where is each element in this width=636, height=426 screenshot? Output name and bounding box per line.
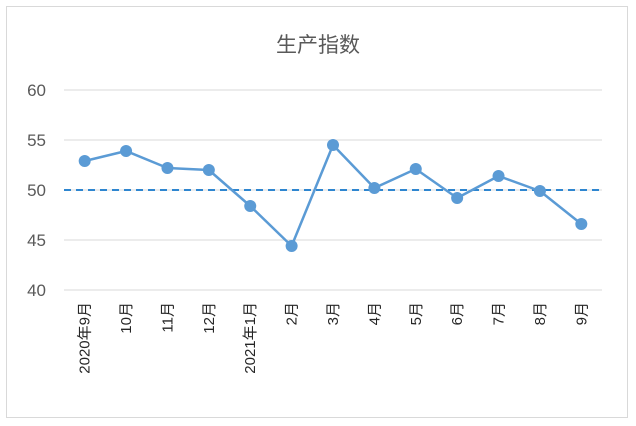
x-tick-label: 11月 xyxy=(159,302,176,333)
data-point xyxy=(492,170,505,182)
y-tick-label: 40 xyxy=(27,281,46,300)
data-point xyxy=(533,185,546,197)
y-tick-label: 60 xyxy=(27,81,46,100)
x-tick-label: 9月 xyxy=(573,302,590,325)
y-tick-label: 50 xyxy=(27,181,46,200)
y-axis-ticks: 40 45 50 55 60 xyxy=(27,81,46,300)
data-point xyxy=(409,163,422,175)
data-point xyxy=(244,200,257,212)
y-tick-label: 55 xyxy=(27,131,46,150)
x-tick-label: 2月 xyxy=(284,302,301,325)
x-tick-label: 2020年9月 xyxy=(77,302,94,374)
x-tick-label: 10月 xyxy=(118,302,135,334)
data-point xyxy=(575,218,588,230)
data-point xyxy=(120,145,133,157)
data-point xyxy=(161,162,174,174)
data-point xyxy=(285,240,298,252)
x-tick-label: 4月 xyxy=(366,302,383,325)
x-tick-label: 3月 xyxy=(325,302,342,325)
series-line xyxy=(84,143,583,248)
x-axis-ticks: 2020年9月 10月 11月 12月 2021年1月 2月 3月 4月 5月 6月 7月 8月 9月 xyxy=(77,302,591,374)
x-tick-label: 5月 xyxy=(408,302,425,325)
x-tick-label: 7月 xyxy=(491,302,508,325)
data-point xyxy=(202,164,215,176)
data-point xyxy=(451,192,464,204)
x-tick-label: 2021年1月 xyxy=(242,302,259,374)
x-tick-label: 12月 xyxy=(201,302,218,334)
y-tick-label: 45 xyxy=(27,231,46,250)
data-point xyxy=(368,182,381,194)
series-group xyxy=(78,139,588,252)
chart-frame xyxy=(6,6,628,418)
data-point xyxy=(327,139,339,151)
x-tick-label: 6月 xyxy=(449,302,466,325)
chart-title: 生产指数 xyxy=(276,33,360,57)
data-point xyxy=(78,155,91,167)
x-tick-label: 8月 xyxy=(532,302,549,325)
